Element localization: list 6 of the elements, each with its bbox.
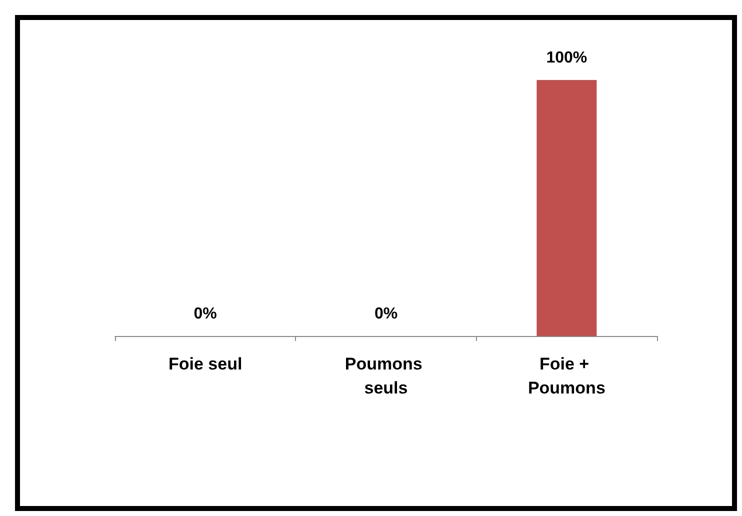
data-label: 100% <box>546 50 588 66</box>
data-label: 0% <box>374 306 398 322</box>
x-tick-label: Foie + Poumons <box>528 354 606 398</box>
x-tick-label: Foie seul <box>168 354 242 374</box>
x-tick-label: Poumons seuls <box>344 354 428 398</box>
data-label: 0% <box>194 306 217 322</box>
